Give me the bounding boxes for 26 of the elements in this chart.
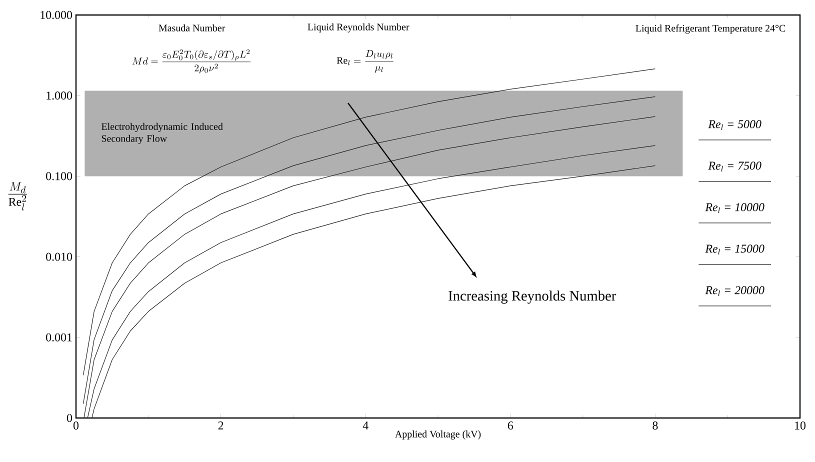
- x-tick-label: 10: [795, 422, 806, 430]
- x-tick-label: 0: [73, 422, 79, 430]
- annotation: $\mathrm{Re}_l = \frac{D_l u_l \rho_l}{\mu_l}$: [336, 50, 394, 73]
- y-axis-title: $\frac{M_d}{\mathrm{Re}_l^2}$: [8, 182, 28, 211]
- annotation: Liquid Reynolds Number: [308, 23, 410, 32]
- y-tick-label: 1.000: [46, 92, 72, 100]
- x-tick-label: 8: [652, 422, 658, 430]
- text: Re$_{l}$ = 5000: [708, 120, 762, 130]
- annotation: Increasing Reynolds Number: [448, 290, 616, 304]
- band-label: Electrohydrodynamic Induced Secondary Flow: [102, 122, 223, 144]
- x-axis-title: Applied Voltage (kV): [395, 430, 481, 440]
- x-tick-label: 4: [362, 422, 368, 430]
- y-tick-label: 0.100: [46, 172, 72, 180]
- annotation: $Md = \frac{\varepsilon_0 E_0^2 T_0 (\partial\varepsilon_s/\partial T)_\rho L^2}{2\rho_0 \nu^2}$: [132, 49, 251, 74]
- annotation: Masuda Number: [158, 24, 226, 32]
- x-tick-label: 2: [218, 422, 224, 430]
- y-tick-label: 0: [66, 414, 72, 422]
- text: Re$_{l}$ = 10000: [705, 203, 764, 213]
- x-tick-label: 6: [508, 422, 514, 430]
- y-tick-label: 0.001: [46, 333, 72, 342]
- text: Re$_{l}$ = 7500: [708, 162, 762, 172]
- text: Re$_{l}$ = 20000: [705, 286, 764, 296]
- y-tick-label: 10.000: [40, 10, 72, 20]
- annotation: Liquid Refrigerant Temperature 24°C: [636, 24, 786, 34]
- y-tick-label: 0.010: [46, 252, 72, 261]
- text: Re$_{l}$ = 15000: [705, 244, 764, 254]
